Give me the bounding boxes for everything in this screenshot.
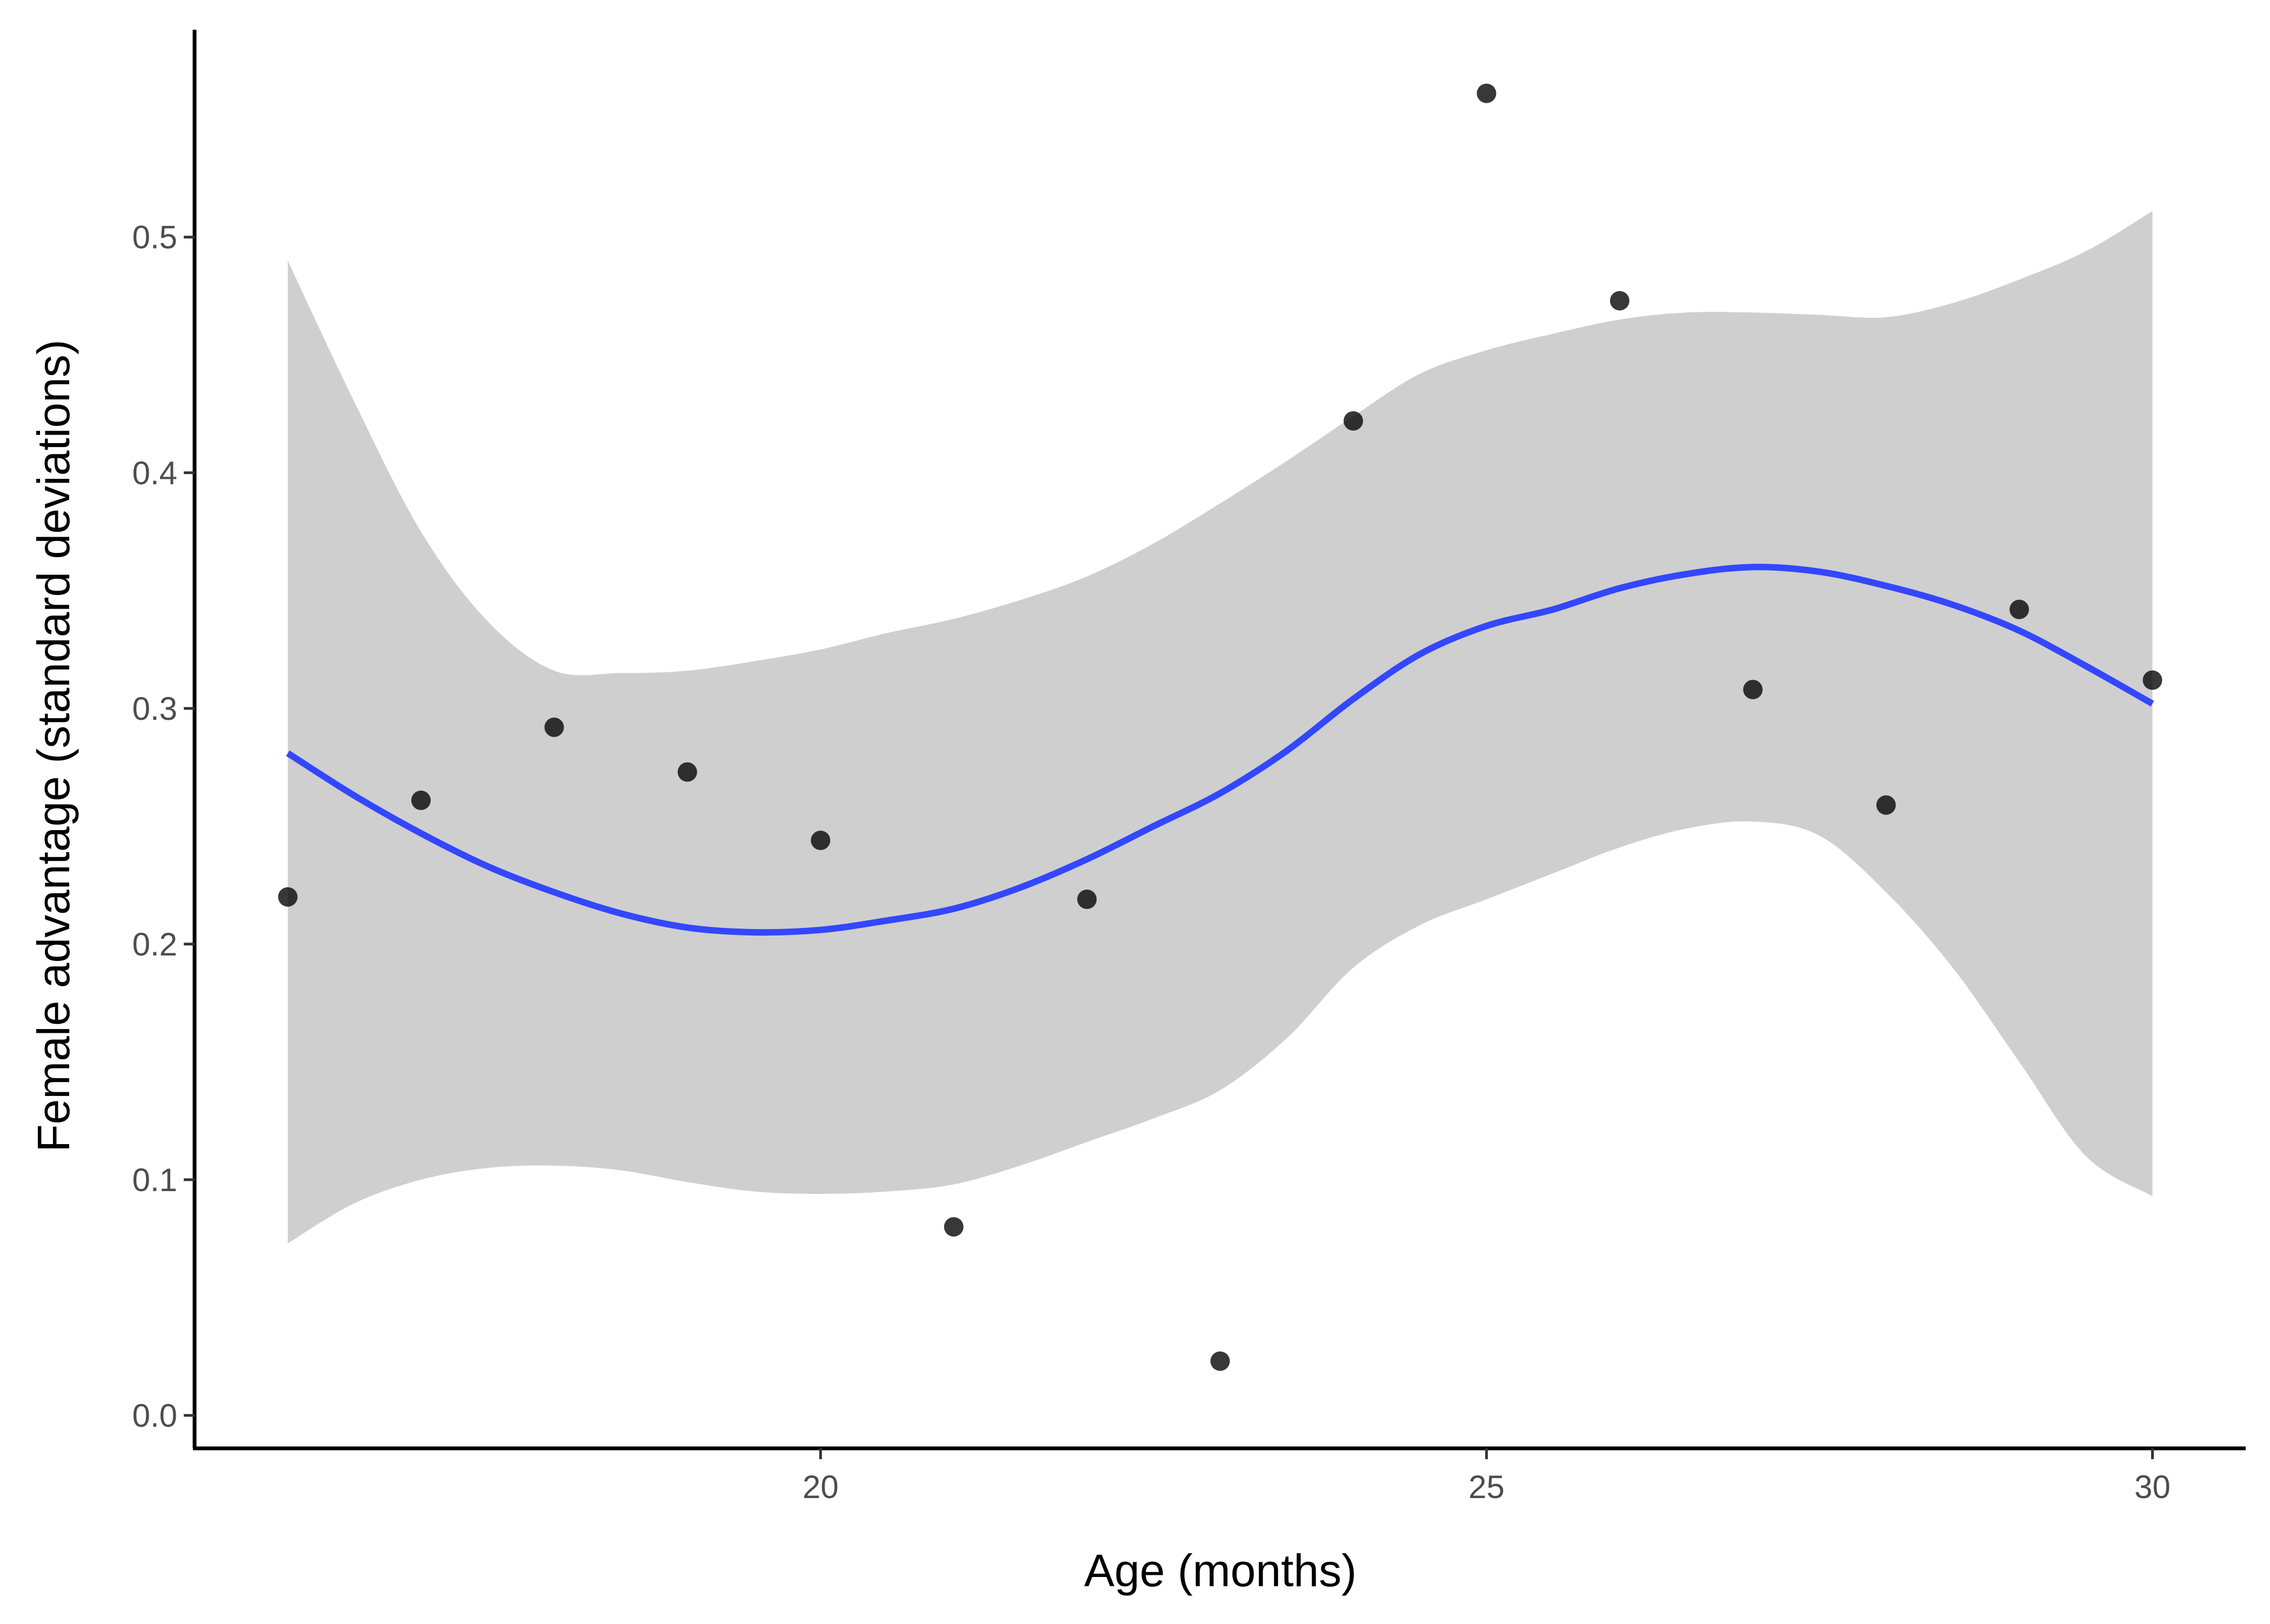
data-point-10 (1477, 83, 1497, 103)
data-point-15 (2142, 670, 2162, 690)
point-layer (278, 83, 2162, 1371)
x-tick-label: 25 (1468, 1469, 1505, 1505)
data-point-13 (1876, 795, 1896, 815)
data-point-5 (811, 831, 831, 850)
data-point-2 (411, 790, 431, 810)
data-point-6 (944, 1217, 964, 1237)
y-tick-label: 0.3 (132, 691, 177, 727)
tick-layer: 20 25 30 0.0 0.1 0.2 0.3 0.4 0.5 (132, 219, 2171, 1505)
data-point-4 (677, 762, 697, 782)
data-point-14 (2009, 599, 2029, 619)
x-axis-title: Age (months) (1084, 1545, 1357, 1596)
ribbon-layer (288, 211, 2153, 1244)
confidence-ribbon (288, 211, 2153, 1244)
x-tick-label: 20 (803, 1469, 839, 1505)
line-layer (286, 564, 2154, 936)
y-tick-label: 0.4 (132, 455, 177, 491)
data-point-11 (1610, 291, 1630, 311)
data-point-9 (1343, 411, 1363, 431)
data-point-8 (1210, 1351, 1230, 1371)
axis-layer (192, 30, 2246, 1451)
data-point-12 (1743, 679, 1763, 699)
data-point-7 (1077, 890, 1097, 910)
y-tick-label: 0.0 (132, 1398, 177, 1434)
data-point-1 (278, 887, 298, 907)
y-tick-label: 0.2 (132, 926, 177, 963)
y-axis-title: Female advantage (standard deviations) (28, 339, 79, 1152)
y-tick-label: 0.5 (132, 219, 177, 256)
smooth-fit-line (286, 564, 2154, 936)
data-point-3 (544, 717, 564, 737)
y-tick-label: 0.1 (132, 1162, 177, 1198)
x-tick-label: 30 (2134, 1469, 2171, 1505)
